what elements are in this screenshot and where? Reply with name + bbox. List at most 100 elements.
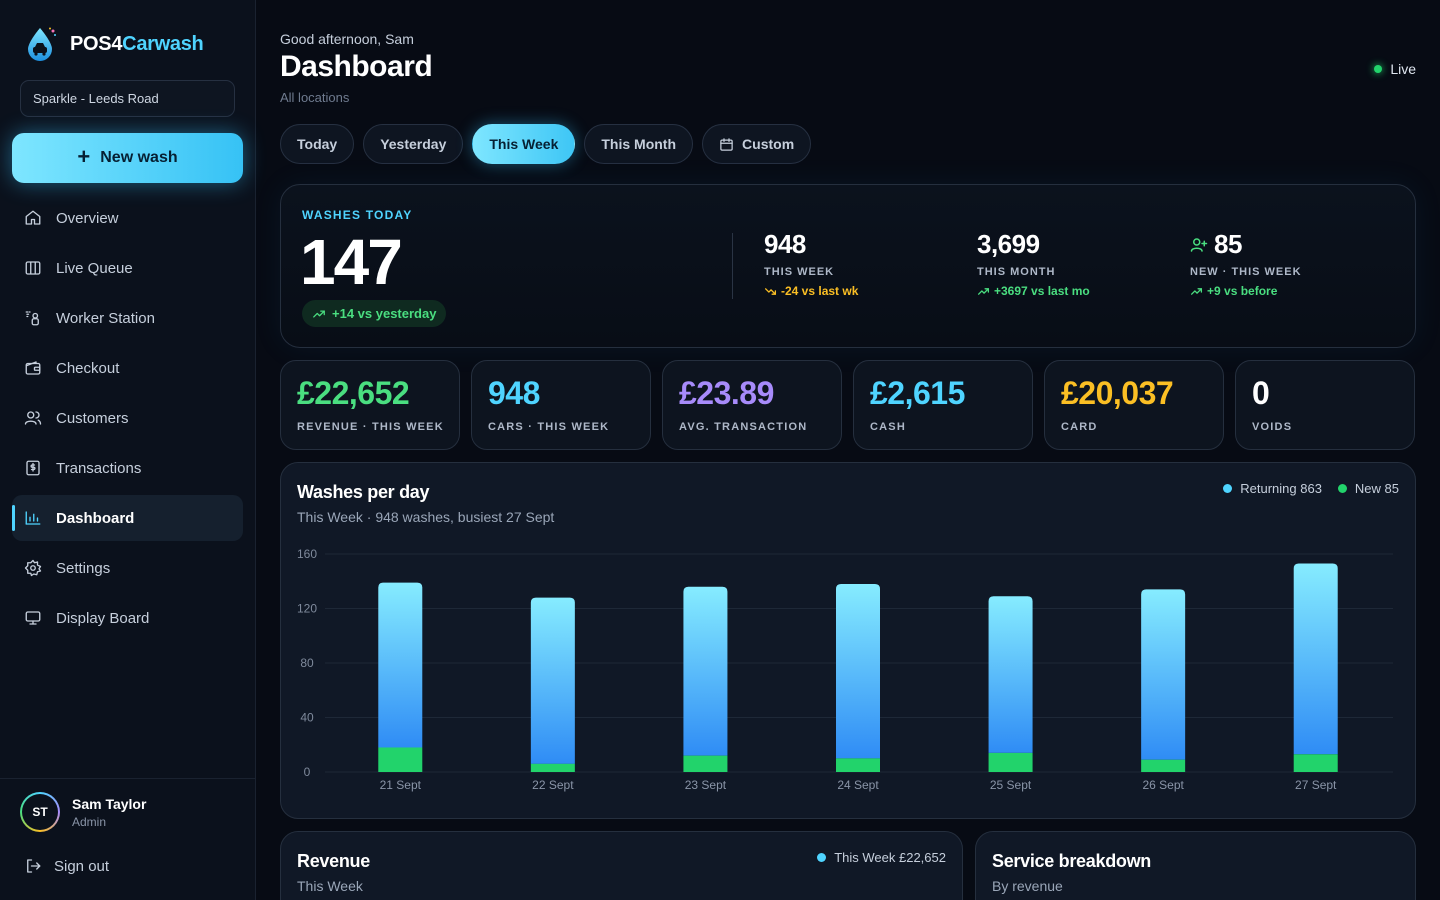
sidebar-item-label: Settings bbox=[56, 559, 111, 577]
stat-label: AVG. TRANSACTION bbox=[679, 420, 808, 433]
sidebar-footer: ST Sam Taylor Admin Sign out bbox=[0, 778, 256, 900]
sign-out-label: Sign out bbox=[54, 857, 110, 875]
water-drop-car-icon bbox=[28, 27, 56, 61]
mini-delta: +3697 vs last mo bbox=[977, 284, 1090, 298]
bar-new[interactable] bbox=[988, 752, 1033, 772]
legend-dot-icon bbox=[1223, 484, 1233, 493]
sidebar-item-label: Checkout bbox=[56, 359, 120, 377]
revenue-title: Revenue bbox=[297, 851, 370, 871]
avatar-initials: ST bbox=[22, 794, 58, 830]
bar-returning[interactable] bbox=[530, 597, 575, 764]
mini-stat-new-customers: 85 NEW · THIS WEEK +9 vs before bbox=[1190, 229, 1302, 298]
stat-value: £22,652 bbox=[297, 375, 410, 411]
sidebar-item-label: Transactions bbox=[56, 459, 142, 477]
stat-label: CASH bbox=[870, 420, 906, 433]
user-profile[interactable]: ST Sam Taylor Admin bbox=[20, 792, 146, 832]
brand-prefix: POS4 bbox=[70, 32, 123, 55]
stat-value: £20,037 bbox=[1061, 375, 1174, 411]
live-label: Live bbox=[1390, 61, 1416, 77]
bar-new[interactable] bbox=[836, 758, 880, 772]
sidebar-item-label: Worker Station bbox=[56, 309, 155, 327]
mini-label: NEW · THIS WEEK bbox=[1190, 266, 1302, 278]
user-name: Sam Taylor bbox=[72, 795, 147, 812]
sidebar-item-display-board[interactable]: Display Board bbox=[12, 595, 243, 641]
stat-card-cars[interactable]: 948 CARS · THIS WEEK bbox=[471, 360, 651, 450]
mini-delta: -24 vs last wk bbox=[764, 284, 858, 298]
y-tick-label: 120 bbox=[297, 602, 317, 616]
avatar: ST bbox=[20, 792, 60, 832]
mini-value: 948 bbox=[764, 229, 806, 259]
sidebar-item-checkout[interactable]: Checkout bbox=[12, 345, 243, 391]
bar-returning[interactable] bbox=[836, 583, 880, 759]
bar-new[interactable] bbox=[1293, 754, 1338, 772]
x-tick-label: 22 Sept bbox=[532, 778, 574, 792]
legend-new: New 85 bbox=[1337, 481, 1399, 496]
hero-divider bbox=[732, 233, 733, 299]
mini-stat-this-month: 3,699 THIS MONTH +3697 vs last mo bbox=[977, 229, 1090, 298]
mini-delta-text: +9 vs before bbox=[1207, 284, 1278, 298]
mini-delta: +9 vs before bbox=[1190, 284, 1302, 298]
bar-new[interactable] bbox=[530, 763, 575, 772]
stat-label: CARS · THIS WEEK bbox=[488, 420, 610, 433]
live-indicator: Live bbox=[1374, 61, 1416, 77]
stat-card-card[interactable]: £20,037 CARD bbox=[1044, 360, 1224, 450]
page-title: Dashboard bbox=[280, 50, 433, 83]
brand-logo[interactable]: POS4Carwash bbox=[24, 26, 204, 62]
stat-card-voids[interactable]: 0 VOIDS bbox=[1235, 360, 1415, 450]
sidebar-item-label: Display Board bbox=[56, 609, 150, 627]
sidebar-item-customers[interactable]: Customers bbox=[12, 395, 243, 441]
sidebar-item-label: Live Queue bbox=[56, 259, 133, 277]
worker-icon bbox=[25, 311, 39, 326]
y-tick-label: 0 bbox=[304, 765, 311, 779]
bar-returning[interactable] bbox=[683, 586, 728, 756]
new-wash-button[interactable]: + New wash bbox=[12, 133, 243, 183]
tab-this-month[interactable]: This Month bbox=[584, 124, 694, 164]
bar-returning[interactable] bbox=[1141, 589, 1186, 760]
calendar-icon bbox=[720, 137, 733, 151]
mini-value: 3,699 bbox=[977, 229, 1040, 259]
sidebar-nav: Overview Live Queue Worker Station Check… bbox=[12, 195, 243, 645]
bar-new[interactable] bbox=[683, 755, 728, 772]
washes-today-card: WASHES TODAY 147 +14 vs yesterday 948 TH… bbox=[280, 184, 1416, 348]
tab-this-week[interactable]: This Week bbox=[472, 124, 576, 164]
sidebar-item-worker-station[interactable]: Worker Station bbox=[12, 295, 243, 341]
stat-value: 0 bbox=[1252, 375, 1270, 411]
sidebar-item-transactions[interactable]: Transactions bbox=[12, 445, 243, 491]
legend-returning: Returning 863 bbox=[1223, 481, 1322, 496]
tab-today[interactable]: Today bbox=[280, 124, 355, 164]
stat-card-revenue[interactable]: £22,652 REVENUE · THIS WEEK bbox=[280, 360, 460, 450]
mini-stat-this-week: 948 THIS WEEK -24 vs last wk bbox=[764, 229, 858, 298]
stat-card-avg-transaction[interactable]: £23.89 AVG. TRANSACTION bbox=[662, 360, 842, 450]
hero-value: 147 bbox=[300, 226, 403, 298]
bar-new[interactable] bbox=[1141, 759, 1186, 772]
sidebar-item-live-queue[interactable]: Live Queue bbox=[12, 245, 243, 291]
page-subtitle: All locations bbox=[280, 90, 350, 105]
tab-yesterday[interactable]: Yesterday bbox=[363, 124, 464, 164]
sidebar: POS4Carwash Sparkle - Leeds Road + New w… bbox=[0, 0, 256, 900]
service-title: Service breakdown bbox=[992, 851, 1151, 871]
hero-delta-badge: +14 vs yesterday bbox=[302, 300, 447, 327]
bar-returning[interactable] bbox=[378, 582, 423, 748]
stat-card-cash[interactable]: £2,615 CASH bbox=[853, 360, 1033, 450]
sidebar-item-settings[interactable]: Settings bbox=[12, 545, 243, 591]
sidebar-item-overview[interactable]: Overview bbox=[12, 195, 243, 241]
brand-name: POS4Carwash bbox=[70, 32, 204, 56]
trend-up-icon bbox=[1190, 287, 1203, 295]
mini-delta-text: -24 vs last wk bbox=[781, 284, 859, 298]
bar-returning[interactable] bbox=[988, 596, 1033, 753]
service-breakdown-card: Service breakdown By revenue bbox=[975, 831, 1416, 900]
legend-dot-icon bbox=[1337, 484, 1347, 493]
brand-accent: Carwash bbox=[122, 32, 204, 55]
bar-chart-icon bbox=[25, 511, 41, 525]
bar-returning[interactable] bbox=[1293, 563, 1338, 755]
sign-out-button[interactable]: Sign out bbox=[24, 857, 109, 875]
tab-custom[interactable]: Custom bbox=[702, 124, 812, 164]
mini-delta-text: +3697 vs last mo bbox=[994, 284, 1090, 298]
location-selector[interactable]: Sparkle - Leeds Road bbox=[20, 80, 235, 117]
sidebar-item-dashboard[interactable]: Dashboard bbox=[12, 495, 243, 541]
mini-label: THIS MONTH bbox=[977, 266, 1056, 278]
home-icon bbox=[25, 210, 41, 225]
trend-up-icon bbox=[313, 309, 325, 318]
bar-new[interactable] bbox=[378, 747, 423, 772]
hero-label: WASHES TODAY bbox=[302, 208, 413, 222]
